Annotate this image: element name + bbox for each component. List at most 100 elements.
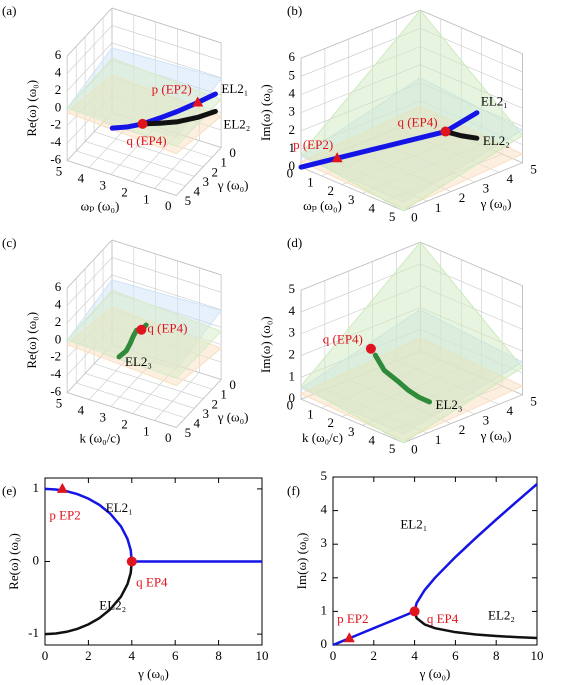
curve-label: EL2₃	[125, 354, 152, 369]
panel-label: (c)	[2, 235, 16, 250]
x-tick-label: 6	[172, 648, 179, 663]
z-tick-label: 4	[55, 64, 62, 79]
y-axis-label: γ (ω₀)	[217, 409, 249, 424]
x-axis-label: γ (ω₀)	[137, 666, 169, 681]
y-tick-label: 5	[185, 193, 192, 208]
x-tick-label: 1	[307, 174, 314, 189]
x-tick-label: 1	[307, 406, 314, 421]
x-tick-label: 1	[143, 423, 150, 438]
ep-label: q (EP4)	[147, 321, 187, 336]
x-tick-label: 0	[287, 166, 294, 181]
x-tick-label: 4	[368, 200, 375, 215]
y-tick-label: 3	[483, 413, 490, 428]
curve	[413, 611, 538, 640]
curve-label: EL2₃	[436, 397, 463, 412]
grid-line	[300, 290, 404, 444]
z-tick-label: 2	[289, 347, 296, 362]
curve	[44, 561, 134, 636]
ep-label: p EP2	[49, 507, 80, 522]
x-tick-label: 8	[215, 648, 222, 663]
y-axis-label: γ (ω₀)	[217, 177, 249, 192]
y-axis-label: Re(ω) (ω₀)	[6, 533, 21, 590]
y-tick-label: 4	[194, 416, 201, 431]
z-axis-label: Im(ω) (ω₀)	[258, 316, 273, 373]
z-tick-label: 4	[55, 296, 62, 311]
curve	[298, 110, 480, 170]
ep4-marker	[126, 556, 137, 567]
z-tick-label: 3	[289, 104, 296, 119]
z-tick-label: 3	[289, 325, 296, 340]
y-axis-label: Im(ω) (ω₀)	[294, 533, 309, 590]
y-tick-label: 1	[435, 432, 442, 447]
z-tick-label: 6	[289, 49, 296, 64]
x-axis-label: k (ω₀/c)	[80, 430, 121, 445]
curve-label: EL2₁	[221, 81, 248, 96]
y-tick-label: 0	[321, 636, 328, 651]
y-tick-label: 3	[321, 535, 328, 550]
ep2-marker	[343, 632, 355, 643]
y-tick-label: -1	[28, 625, 39, 640]
x-tick-label: 4	[78, 402, 85, 417]
x-axis-label: γ (ω₀)	[419, 666, 451, 681]
ep4-marker	[365, 343, 376, 354]
y-tick-label: 3	[203, 406, 210, 421]
x-tick-label: 0	[330, 648, 337, 663]
z-tick-label: 2	[55, 314, 62, 329]
plot-frame	[332, 476, 538, 646]
z-tick-label: 0	[289, 390, 296, 405]
y-tick-label: 2	[211, 164, 218, 179]
y-axis-label: γ (ω₀)	[480, 196, 512, 211]
panel-label: (f)	[287, 483, 300, 498]
x-tick-label: 3	[348, 424, 355, 439]
x-tick-label: 2	[371, 648, 378, 663]
surface	[300, 9, 524, 212]
ep-label: q EP4	[136, 574, 168, 589]
x-tick-label: 3	[348, 192, 355, 207]
curve-label: EL2₁	[481, 94, 508, 109]
x-tick-label: 10	[256, 648, 269, 663]
panel-label: (a)	[2, 3, 16, 18]
x-tick-label: 6	[452, 648, 459, 663]
curve-label: EL2₂	[99, 598, 126, 613]
x-tick-label: 0	[165, 198, 172, 213]
y-tick-label: 3	[483, 181, 490, 196]
y-tick-label: 3	[203, 174, 210, 189]
grid-line	[93, 259, 204, 399]
x-axis-label: ωₚ (ω₀)	[81, 198, 120, 213]
x-axis-label: ωₚ (ω₀)	[303, 198, 342, 213]
grid-line	[66, 287, 177, 428]
ep4-marker	[409, 606, 420, 617]
y-tick-label: 0	[411, 209, 418, 224]
z-tick-label: 0	[289, 158, 296, 173]
y-tick-label: 0	[33, 552, 40, 567]
z-axis-label: Im(ω) (ω₀)	[258, 84, 273, 141]
z-tick-label: 0	[55, 331, 62, 346]
z-tick-label: 1	[289, 368, 296, 383]
grid-line	[66, 55, 177, 196]
x-tick-label: 3	[99, 409, 106, 424]
curve-label: EL2₂	[483, 133, 510, 148]
z-tick-label: 2	[55, 82, 62, 97]
z-tick-label: 5	[289, 281, 296, 296]
z-axis-label: Re(ω) (ω₀)	[24, 312, 39, 369]
ep-label: q (EP4)	[397, 115, 437, 130]
z-tick-label: 0	[55, 99, 62, 114]
ep2-marker	[331, 152, 343, 163]
y-tick-label: 0	[411, 441, 418, 456]
grid-line	[75, 278, 186, 419]
z-tick-label: -6	[50, 152, 61, 167]
panel-label: (b)	[287, 3, 302, 18]
x-axis-label: k (ω₀/c)	[302, 430, 343, 445]
x-tick-label: 4	[129, 648, 136, 663]
ep4-marker	[136, 324, 147, 335]
y-tick-label: 4	[321, 502, 328, 517]
z-tick-label: 2	[289, 122, 296, 137]
panel-label: (d)	[287, 235, 302, 250]
x-tick-label: 4	[368, 432, 375, 447]
z-tick-label: 6	[55, 279, 62, 294]
x-tick-label: 3	[99, 177, 106, 192]
z-tick-label: 4	[289, 85, 296, 100]
z-tick-label: -4	[50, 366, 61, 381]
ep2-marker	[192, 96, 204, 107]
